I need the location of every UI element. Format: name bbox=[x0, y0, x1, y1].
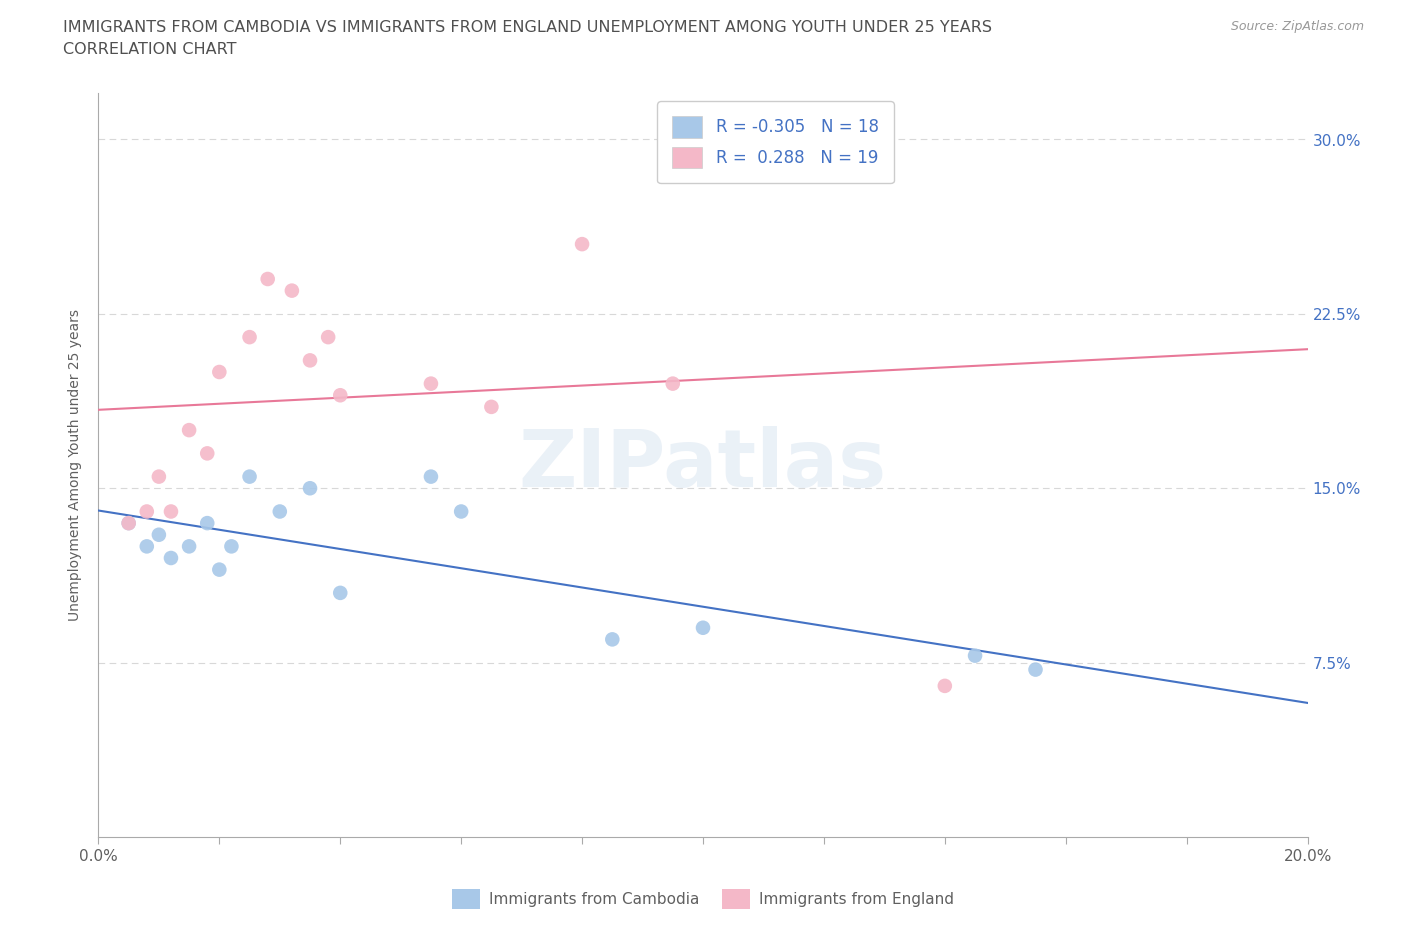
Y-axis label: Unemployment Among Youth under 25 years: Unemployment Among Youth under 25 years bbox=[69, 309, 83, 621]
Point bbox=[179, 539, 201, 554]
Point bbox=[208, 365, 231, 379]
Text: IMMIGRANTS FROM CAMBODIA VS IMMIGRANTS FROM ENGLAND UNEMPLOYMENT AMONG YOUTH UND: IMMIGRANTS FROM CAMBODIA VS IMMIGRANTS F… bbox=[63, 20, 993, 35]
Point bbox=[783, 144, 806, 159]
Text: Source: ZipAtlas.com: Source: ZipAtlas.com bbox=[1230, 20, 1364, 33]
Point bbox=[316, 330, 339, 345]
Point bbox=[221, 539, 243, 554]
Point bbox=[256, 272, 278, 286]
Point bbox=[269, 504, 291, 519]
Point bbox=[602, 632, 624, 647]
Point bbox=[299, 353, 322, 368]
Point bbox=[239, 469, 262, 484]
Point bbox=[179, 422, 201, 438]
Point bbox=[239, 330, 262, 345]
Point bbox=[160, 551, 183, 565]
Point bbox=[661, 376, 683, 391]
Point bbox=[148, 469, 170, 484]
Point bbox=[692, 620, 714, 635]
Point bbox=[148, 527, 170, 542]
Point bbox=[281, 283, 304, 298]
Text: ZIPatlas: ZIPatlas bbox=[519, 426, 887, 504]
Point bbox=[118, 515, 141, 530]
Point bbox=[1024, 662, 1046, 677]
Point bbox=[195, 445, 218, 460]
Point bbox=[965, 648, 987, 663]
Point bbox=[208, 562, 231, 577]
Point bbox=[195, 515, 218, 530]
Point bbox=[450, 504, 472, 519]
Legend: Immigrants from Cambodia, Immigrants from England: Immigrants from Cambodia, Immigrants fro… bbox=[444, 882, 962, 917]
Point bbox=[299, 481, 322, 496]
Point bbox=[571, 237, 593, 252]
Point bbox=[420, 469, 443, 484]
Point bbox=[329, 388, 352, 403]
Point bbox=[135, 539, 157, 554]
Point bbox=[420, 376, 443, 391]
Point bbox=[118, 515, 141, 530]
Point bbox=[329, 586, 352, 601]
Text: CORRELATION CHART: CORRELATION CHART bbox=[63, 42, 236, 57]
Point bbox=[135, 504, 157, 519]
Point bbox=[934, 679, 956, 694]
Point bbox=[160, 504, 183, 519]
Point bbox=[481, 400, 503, 415]
